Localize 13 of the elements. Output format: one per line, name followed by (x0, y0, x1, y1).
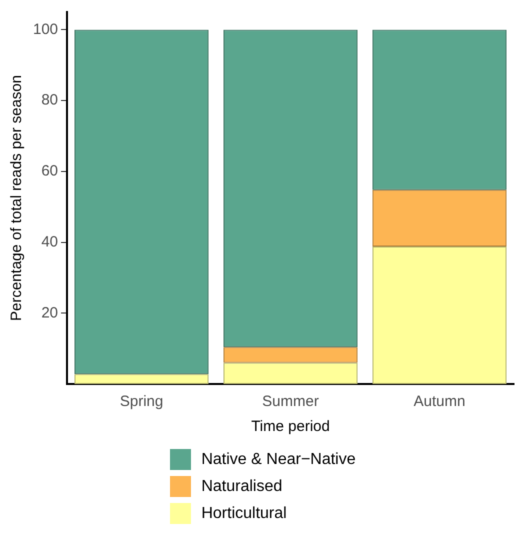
y-tick-label: 20 (41, 304, 58, 322)
y-tick-label: 80 (41, 92, 58, 109)
y-tick-label: 40 (41, 233, 58, 250)
x-tick-label: Spring (120, 393, 164, 410)
x-tick-label: Summer (262, 393, 319, 410)
y-tick-label: 100 (32, 20, 58, 38)
y-tick-label: 60 (41, 162, 58, 180)
legend-label: Naturalised (201, 478, 282, 496)
legend-label: Native & Near−Native (201, 450, 356, 468)
y-axis-title: Percentage of total reads per season (8, 75, 26, 321)
x-tick-label: Autumn (414, 393, 466, 410)
legend-label: Horticultural (201, 504, 287, 522)
x-axis-title: Time period (251, 418, 330, 436)
